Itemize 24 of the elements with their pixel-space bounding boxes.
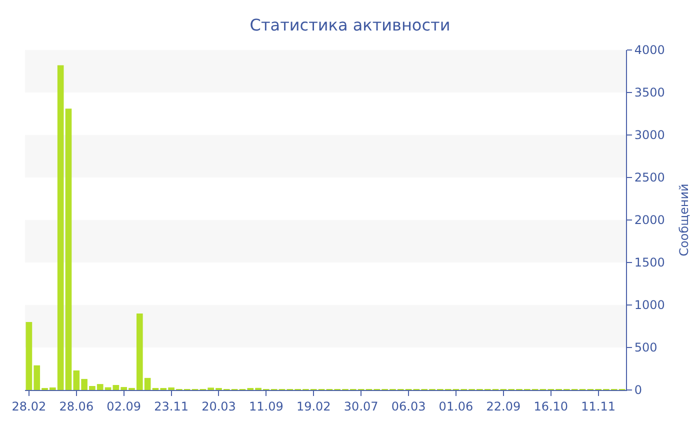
y-tick-label: 2500 [634,170,665,185]
y-tick-label: 1000 [634,298,665,312]
x-tick-label: 11.09 [249,399,284,414]
y-tick-label: 2000 [634,213,665,228]
x-tick-label: 19.02 [296,399,331,414]
x-tick-label: 06.03 [391,399,426,414]
chart-title: Статистика активности [250,16,450,35]
y-tick-label: 4000 [634,43,665,58]
y-tick-label: 0 [634,383,642,398]
x-tick-label: 20.03 [202,399,236,414]
x-tick-label: 11.11 [581,399,616,414]
y-tick-label: 3500 [634,86,665,100]
x-tick-label: 02.09 [106,399,142,414]
y-tick-label: 500 [634,340,658,355]
x-tick-label: 28.02 [12,399,46,414]
y-tick-label: 3000 [634,128,665,142]
y-tick-label: 1500 [634,256,665,270]
x-tick-label: 23.11 [154,399,188,414]
x-tick-label: 01.06 [438,399,474,414]
x-tick-label: 22.09 [486,399,521,414]
y-axis-title: Сообщений [676,184,691,256]
x-tick-label: 30.07 [344,399,378,414]
x-tick-label: 16.10 [534,399,568,414]
x-tick-label: 28.06 [59,399,94,414]
